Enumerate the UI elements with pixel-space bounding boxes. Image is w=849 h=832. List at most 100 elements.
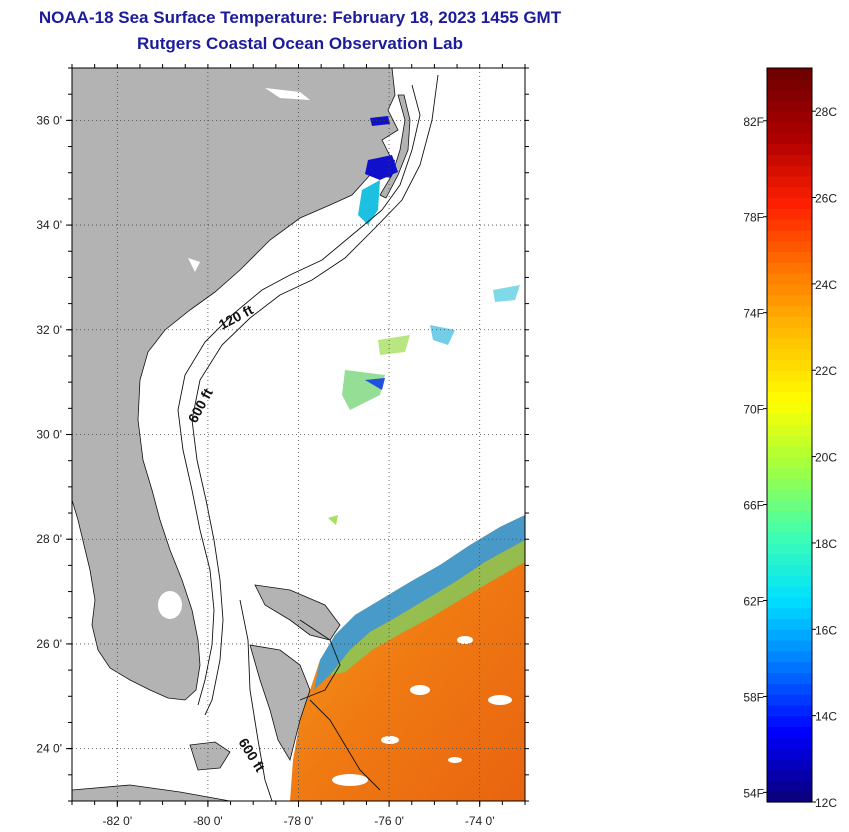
lat-tick-label: 30 0' bbox=[36, 428, 62, 442]
colorbar-band bbox=[767, 650, 812, 663]
colorbar-band bbox=[767, 488, 812, 501]
colorbar-band bbox=[767, 283, 812, 296]
colorbar-label-fahrenheit: 66F bbox=[743, 499, 764, 513]
colorbar-band bbox=[767, 348, 812, 361]
colorbar-band bbox=[767, 726, 812, 738]
colorbar-band bbox=[767, 273, 812, 285]
colorbar-label-fahrenheit: 78F bbox=[743, 211, 764, 225]
colorbar-band bbox=[767, 758, 812, 771]
colorbar-label-celsius: 26C bbox=[815, 192, 837, 206]
colorbar-band bbox=[767, 575, 812, 587]
colorbar-band bbox=[767, 456, 812, 468]
colorbar-band bbox=[767, 467, 812, 479]
colorbar-band bbox=[767, 607, 812, 620]
colorbar-bands bbox=[767, 68, 812, 803]
lon-tick-label: -80 0' bbox=[193, 814, 223, 828]
colorbar-band bbox=[767, 381, 812, 393]
colorbar-band bbox=[767, 510, 812, 522]
lat-tick-label: 24 0' bbox=[36, 742, 62, 756]
colorbar-band bbox=[767, 165, 812, 177]
colorbar-label-celsius: 24C bbox=[815, 278, 837, 292]
colorbar-band bbox=[767, 251, 812, 263]
colorbar-band bbox=[767, 305, 812, 317]
colorbar-band bbox=[767, 715, 812, 728]
colorbar-band bbox=[767, 499, 812, 512]
colorbar-band bbox=[767, 521, 812, 533]
lon-tick-label: -78 0' bbox=[284, 814, 314, 828]
colorbar-band bbox=[767, 111, 812, 123]
colorbar-label-celsius: 22C bbox=[815, 364, 837, 378]
lon-tick-label: -82 0' bbox=[102, 814, 132, 828]
colorbar-label-fahrenheit: 82F bbox=[743, 115, 764, 129]
colorbar-band bbox=[767, 359, 812, 371]
colorbar-band bbox=[767, 542, 812, 555]
colorbar-band bbox=[767, 661, 812, 674]
colorbar-band bbox=[767, 121, 812, 134]
colorbar-band bbox=[767, 240, 812, 253]
colorbar-band bbox=[767, 424, 812, 436]
colorbar-band bbox=[767, 791, 812, 803]
colorbar-band bbox=[767, 229, 812, 242]
colorbar-ticks: 28C 26C 24C 22C 20C 18C 16C 14C 12C 82F 78F 74F 70F 6… bbox=[743, 105, 837, 810]
colorbar-band bbox=[767, 413, 812, 425]
colorbar-band bbox=[767, 100, 812, 112]
colorbar-band bbox=[767, 294, 812, 307]
colorbar-band bbox=[767, 316, 812, 328]
colorbar-band bbox=[767, 68, 812, 80]
colorbar-label-fahrenheit: 70F bbox=[743, 403, 764, 417]
colorbar-label-celsius: 20C bbox=[815, 451, 837, 465]
map-axis-labels: -82 0' -80 0' -78 0' -76 0' -74 0' 36 0' 34 0'… bbox=[36, 113, 494, 828]
colorbar-band bbox=[767, 629, 812, 641]
sound-cold-water bbox=[365, 155, 398, 180]
colorbar-label-fahrenheit: 62F bbox=[743, 595, 764, 609]
lat-tick-label: 26 0' bbox=[36, 637, 62, 651]
sound-cold-water-north bbox=[370, 116, 390, 126]
land-outer-banks bbox=[379, 94, 411, 199]
colorbar-band bbox=[767, 208, 812, 220]
lon-tick-label: -74 0' bbox=[465, 814, 495, 828]
colorbar-band bbox=[767, 262, 812, 274]
map-title: NOAA-18 Sea Surface Temperature: Februar… bbox=[38, 8, 562, 27]
colorbar-band bbox=[767, 596, 812, 609]
colorbar-band bbox=[767, 370, 812, 382]
colorbar-band bbox=[767, 78, 812, 91]
colorbar-frame bbox=[766, 67, 813, 803]
colorbar-label-fahrenheit: 58F bbox=[743, 690, 764, 704]
colorbar-band bbox=[767, 769, 812, 782]
colorbar-band bbox=[767, 175, 812, 188]
colorbar-band bbox=[767, 143, 812, 155]
map-axis-ticks bbox=[66, 64, 529, 807]
colorbar-band bbox=[767, 748, 812, 760]
colorbar-label-celsius: 12C bbox=[815, 796, 837, 810]
lat-tick-label: 28 0' bbox=[36, 532, 62, 546]
colorbar-label-celsius: 14C bbox=[815, 710, 837, 724]
colorbar-band bbox=[767, 694, 812, 706]
colorbar-band bbox=[767, 683, 812, 695]
colorbar-label-fahrenheit: 74F bbox=[743, 307, 764, 321]
cloud-speckles bbox=[332, 636, 512, 786]
colorbar-band bbox=[767, 435, 812, 447]
colorbar-band bbox=[767, 564, 812, 576]
colorbar-band bbox=[767, 640, 812, 652]
lat-tick-label: 32 0' bbox=[36, 323, 62, 337]
colorbar-band bbox=[767, 132, 812, 145]
lat-tick-label: 34 0' bbox=[36, 218, 62, 232]
bathymetry-contours bbox=[177, 74, 439, 801]
sst-cool-fringe bbox=[314, 515, 525, 690]
colorbar-band bbox=[767, 704, 812, 717]
lon-tick-label: -76 0' bbox=[374, 814, 404, 828]
colorbar-band bbox=[767, 219, 812, 231]
colorbar-band bbox=[767, 89, 812, 101]
colorbar-band bbox=[767, 618, 812, 630]
colorbar-band bbox=[767, 186, 812, 199]
colorbar-band bbox=[767, 737, 812, 749]
colorbar-band bbox=[767, 327, 812, 339]
colorbar-label-celsius: 28C bbox=[815, 105, 837, 119]
colorbar-band bbox=[767, 154, 812, 166]
colorbar-band bbox=[767, 402, 812, 415]
colorbar-band bbox=[767, 445, 812, 458]
colorbar-band bbox=[767, 553, 812, 566]
map-subtitle: Rutgers Coastal Ocean Observation Lab bbox=[137, 34, 463, 53]
sst-green-fringe bbox=[330, 540, 525, 675]
